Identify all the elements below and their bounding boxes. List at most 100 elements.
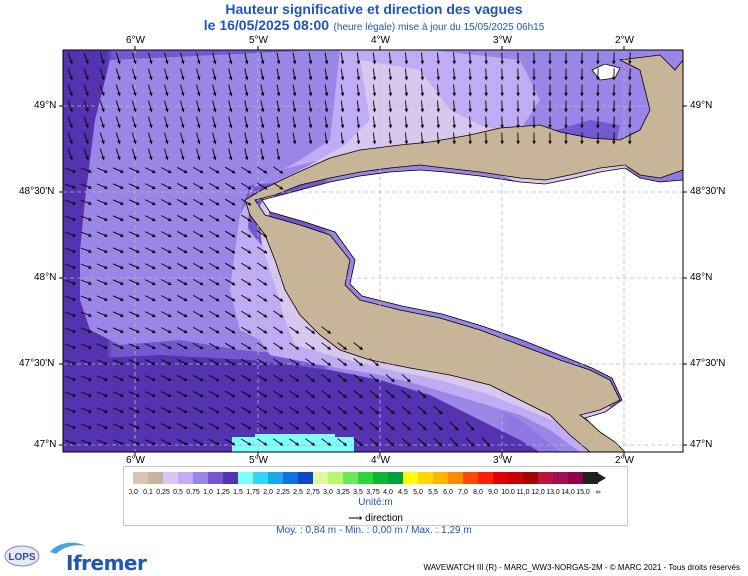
wave-arrow-head: [279, 442, 284, 446]
colorbar-label: 1,5: [233, 489, 243, 496]
wave-arrow-head: [292, 124, 297, 129]
wave-arrow: [99, 100, 105, 112]
colorbar-swatch: [178, 472, 193, 484]
wave-arrow-head: [167, 361, 172, 365]
ifremer-brand[interactable]: Ifremer: [66, 551, 147, 575]
wave-arrow: [64, 167, 76, 173]
wave-arrow-head: [151, 281, 156, 285]
wave-arrow: [401, 405, 411, 415]
wave-arrow: [385, 438, 395, 446]
wave-arrow-head: [151, 217, 156, 221]
wave-arrow: [225, 342, 235, 350]
wave-arrow-head: [215, 410, 220, 414]
wave-arrow-head: [167, 377, 172, 381]
wave-arrow: [369, 374, 379, 382]
wave-arrow-head: [117, 140, 121, 145]
wave-arrow-head: [596, 124, 600, 129]
wave-arrow: [67, 132, 73, 144]
wave-arrow-head: [117, 60, 121, 65]
wave-arrow: [276, 100, 280, 112]
wave-arrow-head: [247, 186, 252, 190]
lops-text: LOPS: [8, 552, 36, 563]
colorbar-label: 13,0: [546, 489, 560, 496]
wave-arrow-head: [183, 265, 188, 270]
wave-arrow-head: [231, 410, 236, 414]
wave-arrow: [225, 310, 235, 318]
wave-arrow: [225, 278, 235, 286]
wave-arrow: [404, 132, 408, 144]
wave-arrow-head: [120, 233, 124, 237]
wave-arrow: [131, 148, 137, 160]
wave-arrow: [67, 52, 73, 64]
wave-arrow-head: [88, 297, 93, 301]
wave-arrow-head: [120, 409, 124, 413]
wave-arrow: [437, 100, 439, 112]
wave-arrow-head: [276, 92, 281, 97]
colorbar-label: 1,25: [216, 489, 230, 496]
wave-arrow-head: [404, 108, 409, 113]
wave-arrow-head: [295, 330, 300, 334]
wave-arrow-head: [231, 282, 236, 286]
wave-arrow-head: [151, 313, 156, 317]
wave-arrow: [305, 422, 315, 430]
wave-arrow: [148, 148, 152, 160]
wave-arrow-head: [407, 378, 411, 383]
wave-arrow-head: [548, 140, 552, 145]
wave-arrow-head: [88, 169, 93, 173]
wave-arrow: [209, 182, 219, 190]
stats-line: Moy. : 0,84 m - Min. : 0,00 m / Max. : 1…: [276, 525, 472, 536]
wave-arrow-head: [295, 362, 300, 366]
wave-arrow-head: [324, 60, 329, 65]
wave-arrow-head: [484, 140, 488, 145]
wave-arrow-head: [133, 60, 137, 65]
wave-arrow-head: [279, 314, 284, 318]
wave-arrow: [160, 247, 172, 253]
wave-arrow: [321, 422, 331, 430]
wave-arrow-head: [247, 442, 252, 446]
wave-arrow: [485, 132, 487, 144]
wave-arrow-head: [104, 169, 109, 173]
wave-arrow: [469, 52, 471, 64]
wave-arrow: [292, 68, 296, 80]
wave-arrow: [96, 199, 108, 205]
wave-arrow: [99, 84, 105, 96]
wave-arrow-head: [452, 108, 456, 113]
wave-arrow: [257, 406, 267, 414]
wave-arrow: [196, 84, 200, 96]
wave-arrow-head: [420, 140, 424, 145]
wave-arrow-head: [199, 361, 204, 366]
wave-arrow: [64, 359, 76, 365]
wave-arrow-head: [213, 76, 217, 81]
wave-arrow-head: [596, 92, 600, 97]
wave-arrow: [353, 342, 363, 350]
wave-arrow-head: [279, 186, 284, 190]
wave-arrow: [225, 438, 235, 446]
wave-arrow-head: [388, 124, 393, 129]
wave-arrow-head: [276, 124, 281, 129]
wave-arrow: [209, 214, 219, 222]
wave-arrow-head: [199, 233, 204, 238]
wave-arrow-head: [120, 249, 124, 253]
wave-arrow-head: [183, 377, 188, 382]
wave-arrow: [176, 215, 188, 221]
wave-arrow-head: [612, 124, 616, 129]
colorbar-label: 9,0: [488, 489, 498, 496]
wave-arrow: [160, 263, 172, 269]
wave-arrow-head: [388, 140, 393, 145]
colorbar-label: 0,25: [156, 489, 170, 496]
wave-arrow-head: [452, 76, 456, 81]
wave-arrow: [64, 279, 76, 285]
wave-arrow: [80, 327, 92, 333]
wave-arrow-head: [213, 108, 217, 113]
wave-arrow-head: [564, 108, 568, 113]
wave-arrow: [144, 311, 156, 317]
wave-arrow: [305, 342, 315, 350]
wave-arrow: [321, 374, 331, 382]
wave-arrow: [164, 132, 168, 144]
wave-arrow-head: [165, 92, 169, 97]
wave-arrow: [453, 116, 455, 128]
wave-arrow-head: [295, 346, 300, 350]
wave-arrow-head: [72, 393, 77, 397]
wave-arrow-head: [213, 124, 217, 129]
